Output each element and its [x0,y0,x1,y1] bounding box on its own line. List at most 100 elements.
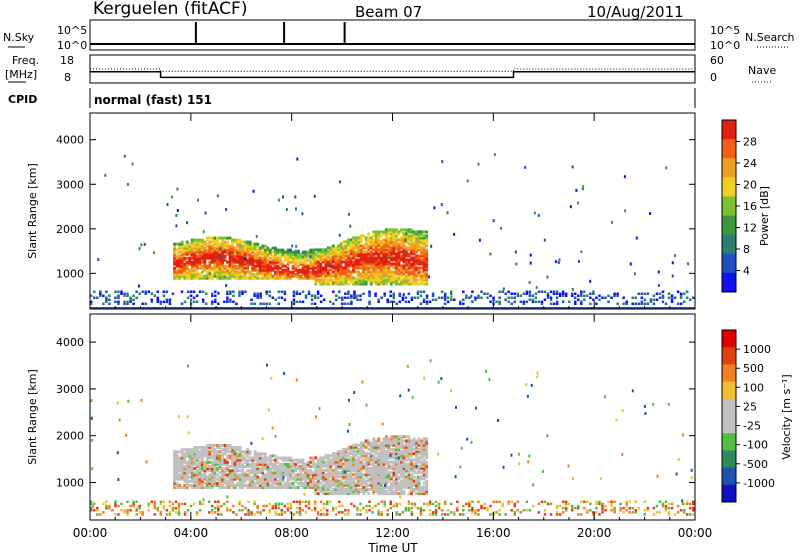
echo-cell [334,475,338,479]
echo-cell [309,473,313,477]
echo-cell [431,292,435,296]
echo-cell [347,258,350,262]
echo-cell [180,464,184,468]
echo-cell [248,260,252,264]
echo-cell [316,264,320,268]
echo-cell [307,290,311,294]
echo-cell [221,252,224,256]
echo-cell [271,258,275,262]
echo-cell [310,508,314,512]
echo-cell [395,264,398,268]
echo-cell [251,475,255,479]
echo-cell [211,274,214,278]
echo-cell [238,256,242,260]
echo-cell [384,232,388,236]
echo-cell [274,467,277,471]
echo-cell [400,242,403,246]
echo-cell [271,506,274,510]
echo-cell [226,264,229,268]
echo-cell [392,242,396,246]
echo-cell [301,276,305,280]
echo-cell [577,506,580,510]
echo-cell [294,249,297,253]
echo-cell [326,268,330,272]
echo-cell [397,483,401,487]
echo-cell [175,254,179,258]
echo-cell [364,485,368,489]
echo-cell [185,481,189,485]
echo-cell [183,252,187,256]
echo-cell [292,294,296,298]
echo-cell [190,266,194,270]
echo-cell [299,458,303,462]
echo-cell [195,486,199,490]
echo-cell [281,469,285,473]
echo-cell [652,513,656,516]
echo-cell [284,473,287,477]
echo-cell [243,258,247,262]
echo-cell [400,439,403,443]
echo-cell [200,448,204,452]
echo-cell [236,260,240,264]
echo-cell [114,513,117,516]
echo-cell [407,466,411,470]
echo-cell [203,240,207,244]
x-tick-label: 12:00 [375,526,410,540]
echo-cell [661,294,665,298]
echo-cell [228,483,232,487]
echo-cell [216,260,219,264]
echo-cell [324,479,328,483]
echo-cell [347,242,350,246]
echo-cell [379,479,383,483]
echo-cell [392,479,396,483]
echo-cell [425,236,429,240]
echo-cell [243,276,247,280]
echo-cell [349,475,353,479]
echo-cell [339,462,343,466]
echo-cell [198,500,202,504]
echo-cell [238,250,242,254]
echo-cell [667,296,671,300]
echo-cell [192,296,196,300]
echo-cell [221,254,224,258]
echo-cell [412,447,416,451]
echo-cell [374,487,378,491]
echo-cell [670,502,674,506]
echo-cell [236,473,240,477]
echo-cell [342,477,345,481]
echo-cell [400,282,403,286]
echo-cell [352,246,355,250]
echo-cell [392,450,396,454]
echo-cell [379,481,383,485]
echo-cell [137,284,140,288]
echo-cell [183,467,187,471]
echo-cell [429,359,432,363]
echo-cell [329,256,333,260]
echo-cell [205,462,209,466]
echo-cell [549,298,553,302]
echo-cell [217,302,220,306]
echo-cell [552,292,556,296]
echo-cell [412,487,416,491]
echo-cell [251,274,255,278]
echo-cell [370,485,373,489]
echo-cell [248,262,252,266]
echo-cell [90,294,93,298]
echo-cell [377,238,381,242]
echo-cell [253,477,257,481]
echo-cell [379,475,383,479]
echo-cell [286,473,290,477]
echo-cell [226,446,229,450]
echo-cell [231,268,234,272]
echo-cell [236,270,240,274]
echo-cell [352,254,355,258]
echo-cell [592,511,595,514]
echo-cell [232,300,235,304]
echo-cell [405,262,408,266]
echo-cell [384,471,388,475]
echo-cell [90,302,93,306]
echo-cell [374,481,378,485]
echo-cell [213,471,217,475]
echo-cell [569,205,572,209]
colorbar-tick-label: 28 [743,136,757,149]
